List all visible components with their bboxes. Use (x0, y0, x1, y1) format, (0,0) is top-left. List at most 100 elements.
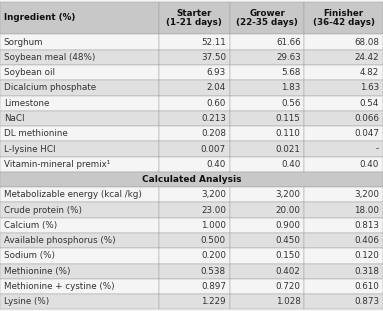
Bar (230, 142, 304, 157)
Text: 0.873: 0.873 (354, 297, 379, 306)
Bar (230, 264, 304, 279)
Text: 0.110: 0.110 (276, 129, 301, 138)
Bar (230, 126, 304, 142)
Text: 0.120: 0.120 (354, 251, 379, 260)
Bar (304, 95, 383, 111)
Text: Starter
(1-21 days): Starter (1-21 days) (167, 9, 222, 27)
Text: 4.82: 4.82 (360, 68, 379, 77)
Bar (159, 187, 230, 202)
Text: 6.93: 6.93 (207, 68, 226, 77)
Bar (0, 111, 159, 126)
Bar (0, 187, 159, 202)
Bar (230, 233, 304, 248)
Bar (159, 264, 230, 279)
Text: Vitamin-mineral premix¹: Vitamin-mineral premix¹ (4, 160, 110, 169)
Text: NaCl: NaCl (4, 114, 25, 123)
Bar (159, 80, 230, 95)
Bar (304, 248, 383, 264)
Text: Sodium (%): Sodium (%) (4, 251, 55, 260)
Bar (0, 126, 159, 142)
Text: 0.200: 0.200 (201, 251, 226, 260)
Text: 61.66: 61.66 (276, 38, 301, 47)
Text: 0.007: 0.007 (201, 145, 226, 154)
Text: Soybean meal (48%): Soybean meal (48%) (4, 53, 95, 62)
Bar (230, 218, 304, 233)
Bar (304, 50, 383, 65)
Text: Grower
(22-35 days): Grower (22-35 days) (236, 9, 298, 27)
Bar (304, 35, 383, 50)
Bar (0, 264, 159, 279)
Bar (0, 157, 159, 172)
Bar (0, 279, 159, 294)
Bar (0, 80, 159, 95)
Text: 52.11: 52.11 (201, 38, 226, 47)
Bar (159, 35, 230, 50)
Bar (0, 65, 159, 80)
Text: 0.150: 0.150 (276, 251, 301, 260)
Text: 29.63: 29.63 (276, 53, 301, 62)
Bar (230, 111, 304, 126)
Text: 20.00: 20.00 (276, 206, 301, 215)
Text: Limestone: Limestone (4, 99, 49, 108)
Text: 0.047: 0.047 (354, 129, 379, 138)
Bar (0, 172, 383, 187)
Bar (230, 95, 304, 111)
Bar (230, 294, 304, 309)
Text: 24.42: 24.42 (355, 53, 379, 62)
Text: 0.402: 0.402 (276, 267, 301, 276)
Text: 0.56: 0.56 (281, 99, 301, 108)
Bar (230, 248, 304, 264)
Text: 0.213: 0.213 (201, 114, 226, 123)
Text: 0.40: 0.40 (281, 160, 301, 169)
Bar (159, 218, 230, 233)
Text: 5.68: 5.68 (281, 68, 301, 77)
Bar (0, 142, 159, 157)
Bar (230, 279, 304, 294)
Text: 3,200: 3,200 (201, 190, 226, 199)
Text: 0.538: 0.538 (201, 267, 226, 276)
Bar (0, 233, 159, 248)
Bar (304, 279, 383, 294)
Bar (159, 65, 230, 80)
Text: Available phosphorus (%): Available phosphorus (%) (4, 236, 115, 245)
Text: Sorghum: Sorghum (4, 38, 43, 47)
Bar (304, 187, 383, 202)
Text: Calculated Analysis: Calculated Analysis (142, 175, 241, 184)
Bar (159, 95, 230, 111)
Text: 18.00: 18.00 (354, 206, 379, 215)
Text: Methionine (%): Methionine (%) (4, 267, 70, 276)
Text: 3,200: 3,200 (354, 190, 379, 199)
Bar (304, 65, 383, 80)
Text: 0.208: 0.208 (201, 129, 226, 138)
Bar (0, 218, 159, 233)
Bar (230, 80, 304, 95)
Text: Finisher
(36-42 days): Finisher (36-42 days) (313, 9, 375, 27)
Bar (230, 2, 304, 35)
Text: 1.63: 1.63 (360, 83, 379, 92)
Bar (230, 65, 304, 80)
Text: 0.406: 0.406 (354, 236, 379, 245)
Text: 1.000: 1.000 (201, 221, 226, 230)
Text: Dicalcium phosphate: Dicalcium phosphate (4, 83, 96, 92)
Bar (159, 142, 230, 157)
Bar (230, 202, 304, 218)
Text: 3,200: 3,200 (276, 190, 301, 199)
Bar (304, 264, 383, 279)
Bar (0, 248, 159, 264)
Text: DL methionine: DL methionine (4, 129, 67, 138)
Bar (159, 202, 230, 218)
Text: 23.00: 23.00 (201, 206, 226, 215)
Bar (304, 233, 383, 248)
Bar (304, 126, 383, 142)
Text: 1.83: 1.83 (281, 83, 301, 92)
Text: Calcium (%): Calcium (%) (4, 221, 57, 230)
Text: -: - (376, 145, 379, 154)
Bar (159, 233, 230, 248)
Bar (159, 294, 230, 309)
Text: 0.54: 0.54 (360, 99, 379, 108)
Bar (304, 294, 383, 309)
Text: L-lysine HCl: L-lysine HCl (4, 145, 55, 154)
Bar (159, 157, 230, 172)
Text: 0.066: 0.066 (354, 114, 379, 123)
Bar (304, 202, 383, 218)
